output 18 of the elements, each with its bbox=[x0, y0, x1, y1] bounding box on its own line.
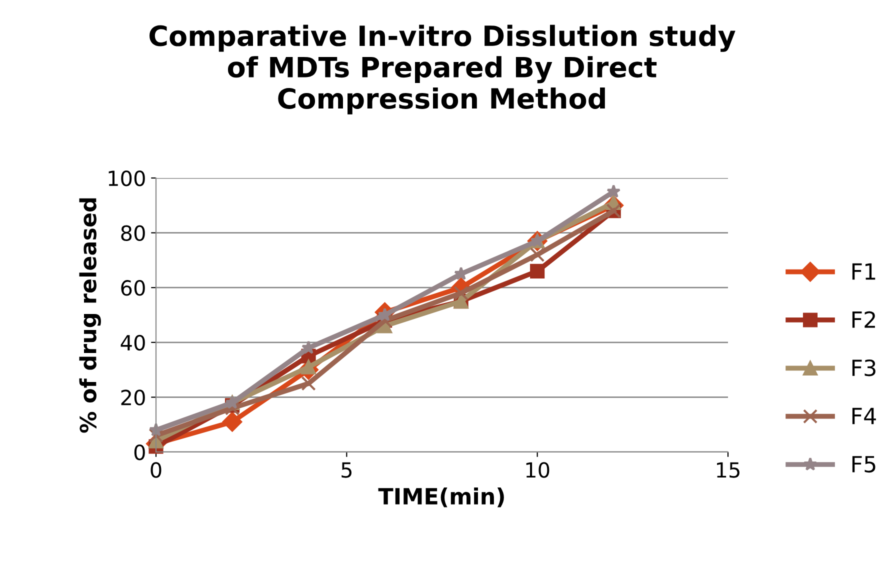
y-tick-label: 0 bbox=[134, 444, 145, 460]
x-tick-label: 15 bbox=[717, 462, 740, 478]
y-tick-label: 60 bbox=[121, 280, 145, 296]
y-tick-label: 100 bbox=[108, 170, 145, 186]
legend-label: F3 bbox=[852, 359, 876, 376]
legend-label: F2 bbox=[852, 311, 875, 328]
legend-label: F5 bbox=[852, 456, 876, 473]
x-tick-label: 10 bbox=[526, 462, 550, 478]
x-axis-title: TIME(min) bbox=[378, 487, 504, 508]
chart-title: Comparative In-vitro Disslution study of MDTs Prepared By Direct Compression Method bbox=[150, 24, 736, 114]
y-tick-label: 80 bbox=[121, 225, 145, 242]
y-axis-title: % of drug released bbox=[79, 198, 101, 433]
legend-label: F4 bbox=[852, 408, 876, 424]
y-tick-label: 40 bbox=[120, 334, 145, 351]
x-tick-label: 0 bbox=[150, 462, 162, 478]
x-tick-label: 5 bbox=[342, 462, 352, 478]
y-tick-label: 20 bbox=[121, 390, 145, 406]
legend-label: F1 bbox=[852, 263, 876, 280]
